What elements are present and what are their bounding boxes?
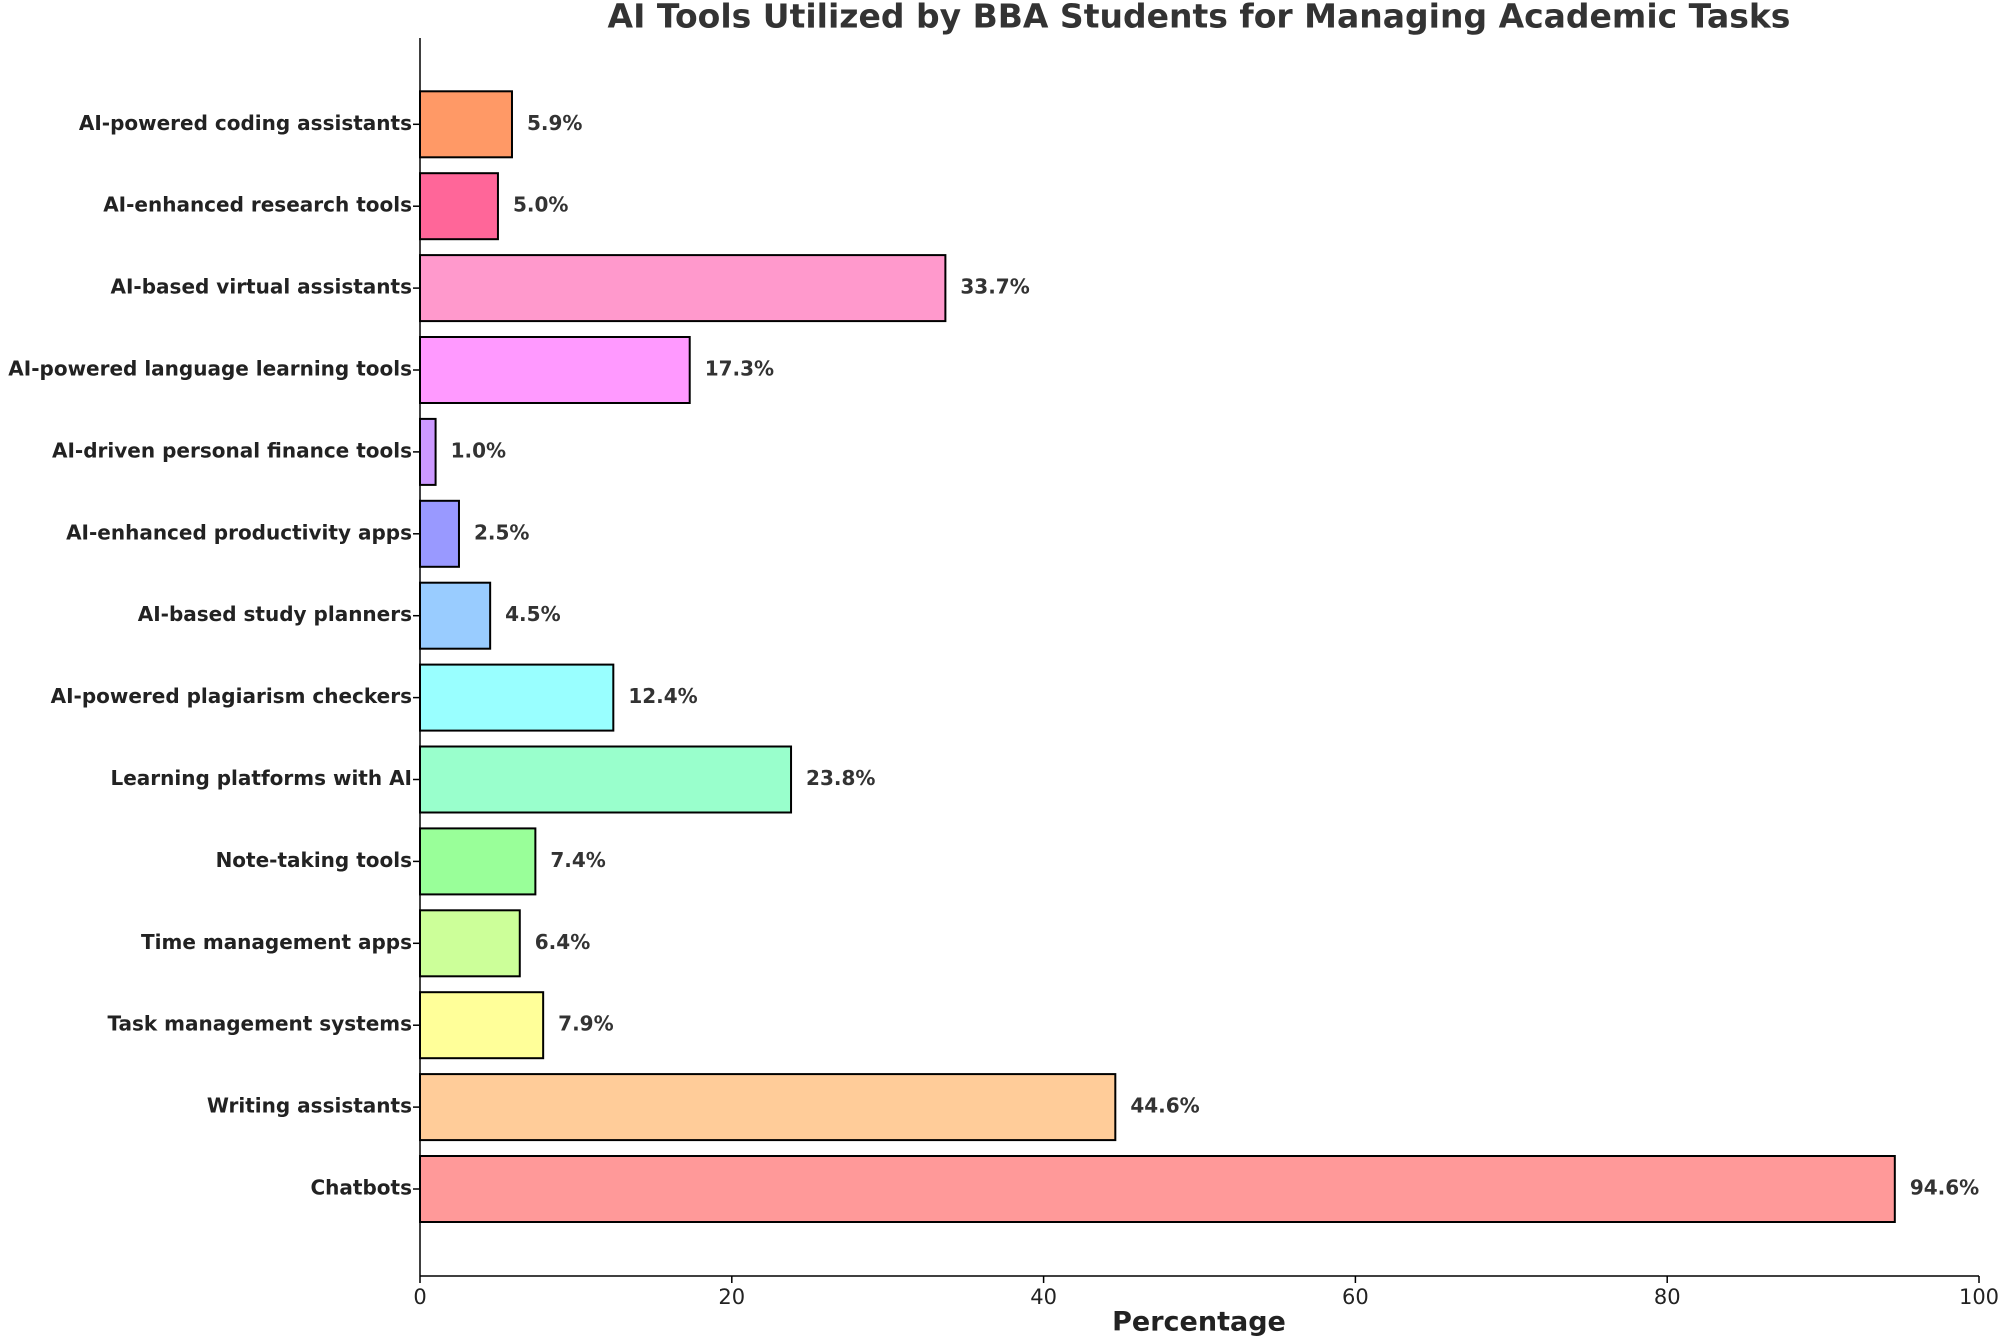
x-tick-label: 80 xyxy=(1654,1285,1681,1309)
y-tick-label: Chatbots xyxy=(311,1176,413,1200)
x-tick-label: 40 xyxy=(1030,1285,1057,1309)
y-tick-label: Task management systems xyxy=(107,1012,412,1036)
value-label: 1.0% xyxy=(451,438,506,462)
x-tick-label: 100 xyxy=(1959,1285,1999,1309)
bar xyxy=(419,663,615,732)
bar xyxy=(419,909,521,978)
value-label: 7.9% xyxy=(558,1012,613,1036)
value-label: 12.4% xyxy=(628,684,697,708)
x-tick-label: 60 xyxy=(1342,1285,1369,1309)
bar xyxy=(419,827,537,896)
y-tick-label: Time management apps xyxy=(141,930,412,954)
value-label: 23.8% xyxy=(806,766,875,790)
value-label: 4.5% xyxy=(505,602,560,626)
y-tick-label: AI-powered coding assistants xyxy=(79,111,412,135)
bar xyxy=(419,254,947,323)
y-tick-label: AI-enhanced research tools xyxy=(103,193,412,217)
value-label: 17.3% xyxy=(705,357,774,381)
chart-title: AI Tools Utilized by BBA Students for Ma… xyxy=(608,0,1791,36)
bar xyxy=(419,745,793,814)
y-tick-label: Learning platforms with AI xyxy=(110,766,412,790)
bar xyxy=(419,499,460,568)
value-label: 2.5% xyxy=(474,520,529,544)
value-label: 5.0% xyxy=(513,193,568,217)
value-label: 5.9% xyxy=(527,111,582,135)
y-tick-label: AI-based study planners xyxy=(138,602,412,626)
bar xyxy=(419,1155,1896,1223)
bar xyxy=(419,991,545,1060)
bar xyxy=(419,90,513,159)
x-tick-label: 0 xyxy=(413,1285,426,1309)
y-tick-label: AI-based virtual assistants xyxy=(111,275,412,299)
bar xyxy=(419,581,492,650)
value-label: 6.4% xyxy=(535,930,590,954)
y-tick-label: AI-enhanced productivity apps xyxy=(66,520,412,544)
value-label: 33.7% xyxy=(960,275,1029,299)
y-tick-label: AI-powered language learning tools xyxy=(8,357,412,381)
y-tick-label: AI-driven personal finance tools xyxy=(52,438,412,462)
y-tick-label: AI-powered plagiarism checkers xyxy=(51,684,412,708)
y-tick-label: Writing assistants xyxy=(207,1094,412,1118)
bar xyxy=(419,172,499,241)
value-label: 94.6% xyxy=(1910,1176,1979,1200)
bar xyxy=(419,417,437,486)
value-label: 44.6% xyxy=(1130,1094,1199,1118)
x-tick-label: 20 xyxy=(718,1285,745,1309)
y-tick-label: Note-taking tools xyxy=(216,848,412,872)
bar xyxy=(419,1073,1117,1142)
bar xyxy=(419,336,691,404)
x-axis-label: Percentage xyxy=(1112,1307,1286,1338)
value-label: 7.4% xyxy=(550,848,605,872)
